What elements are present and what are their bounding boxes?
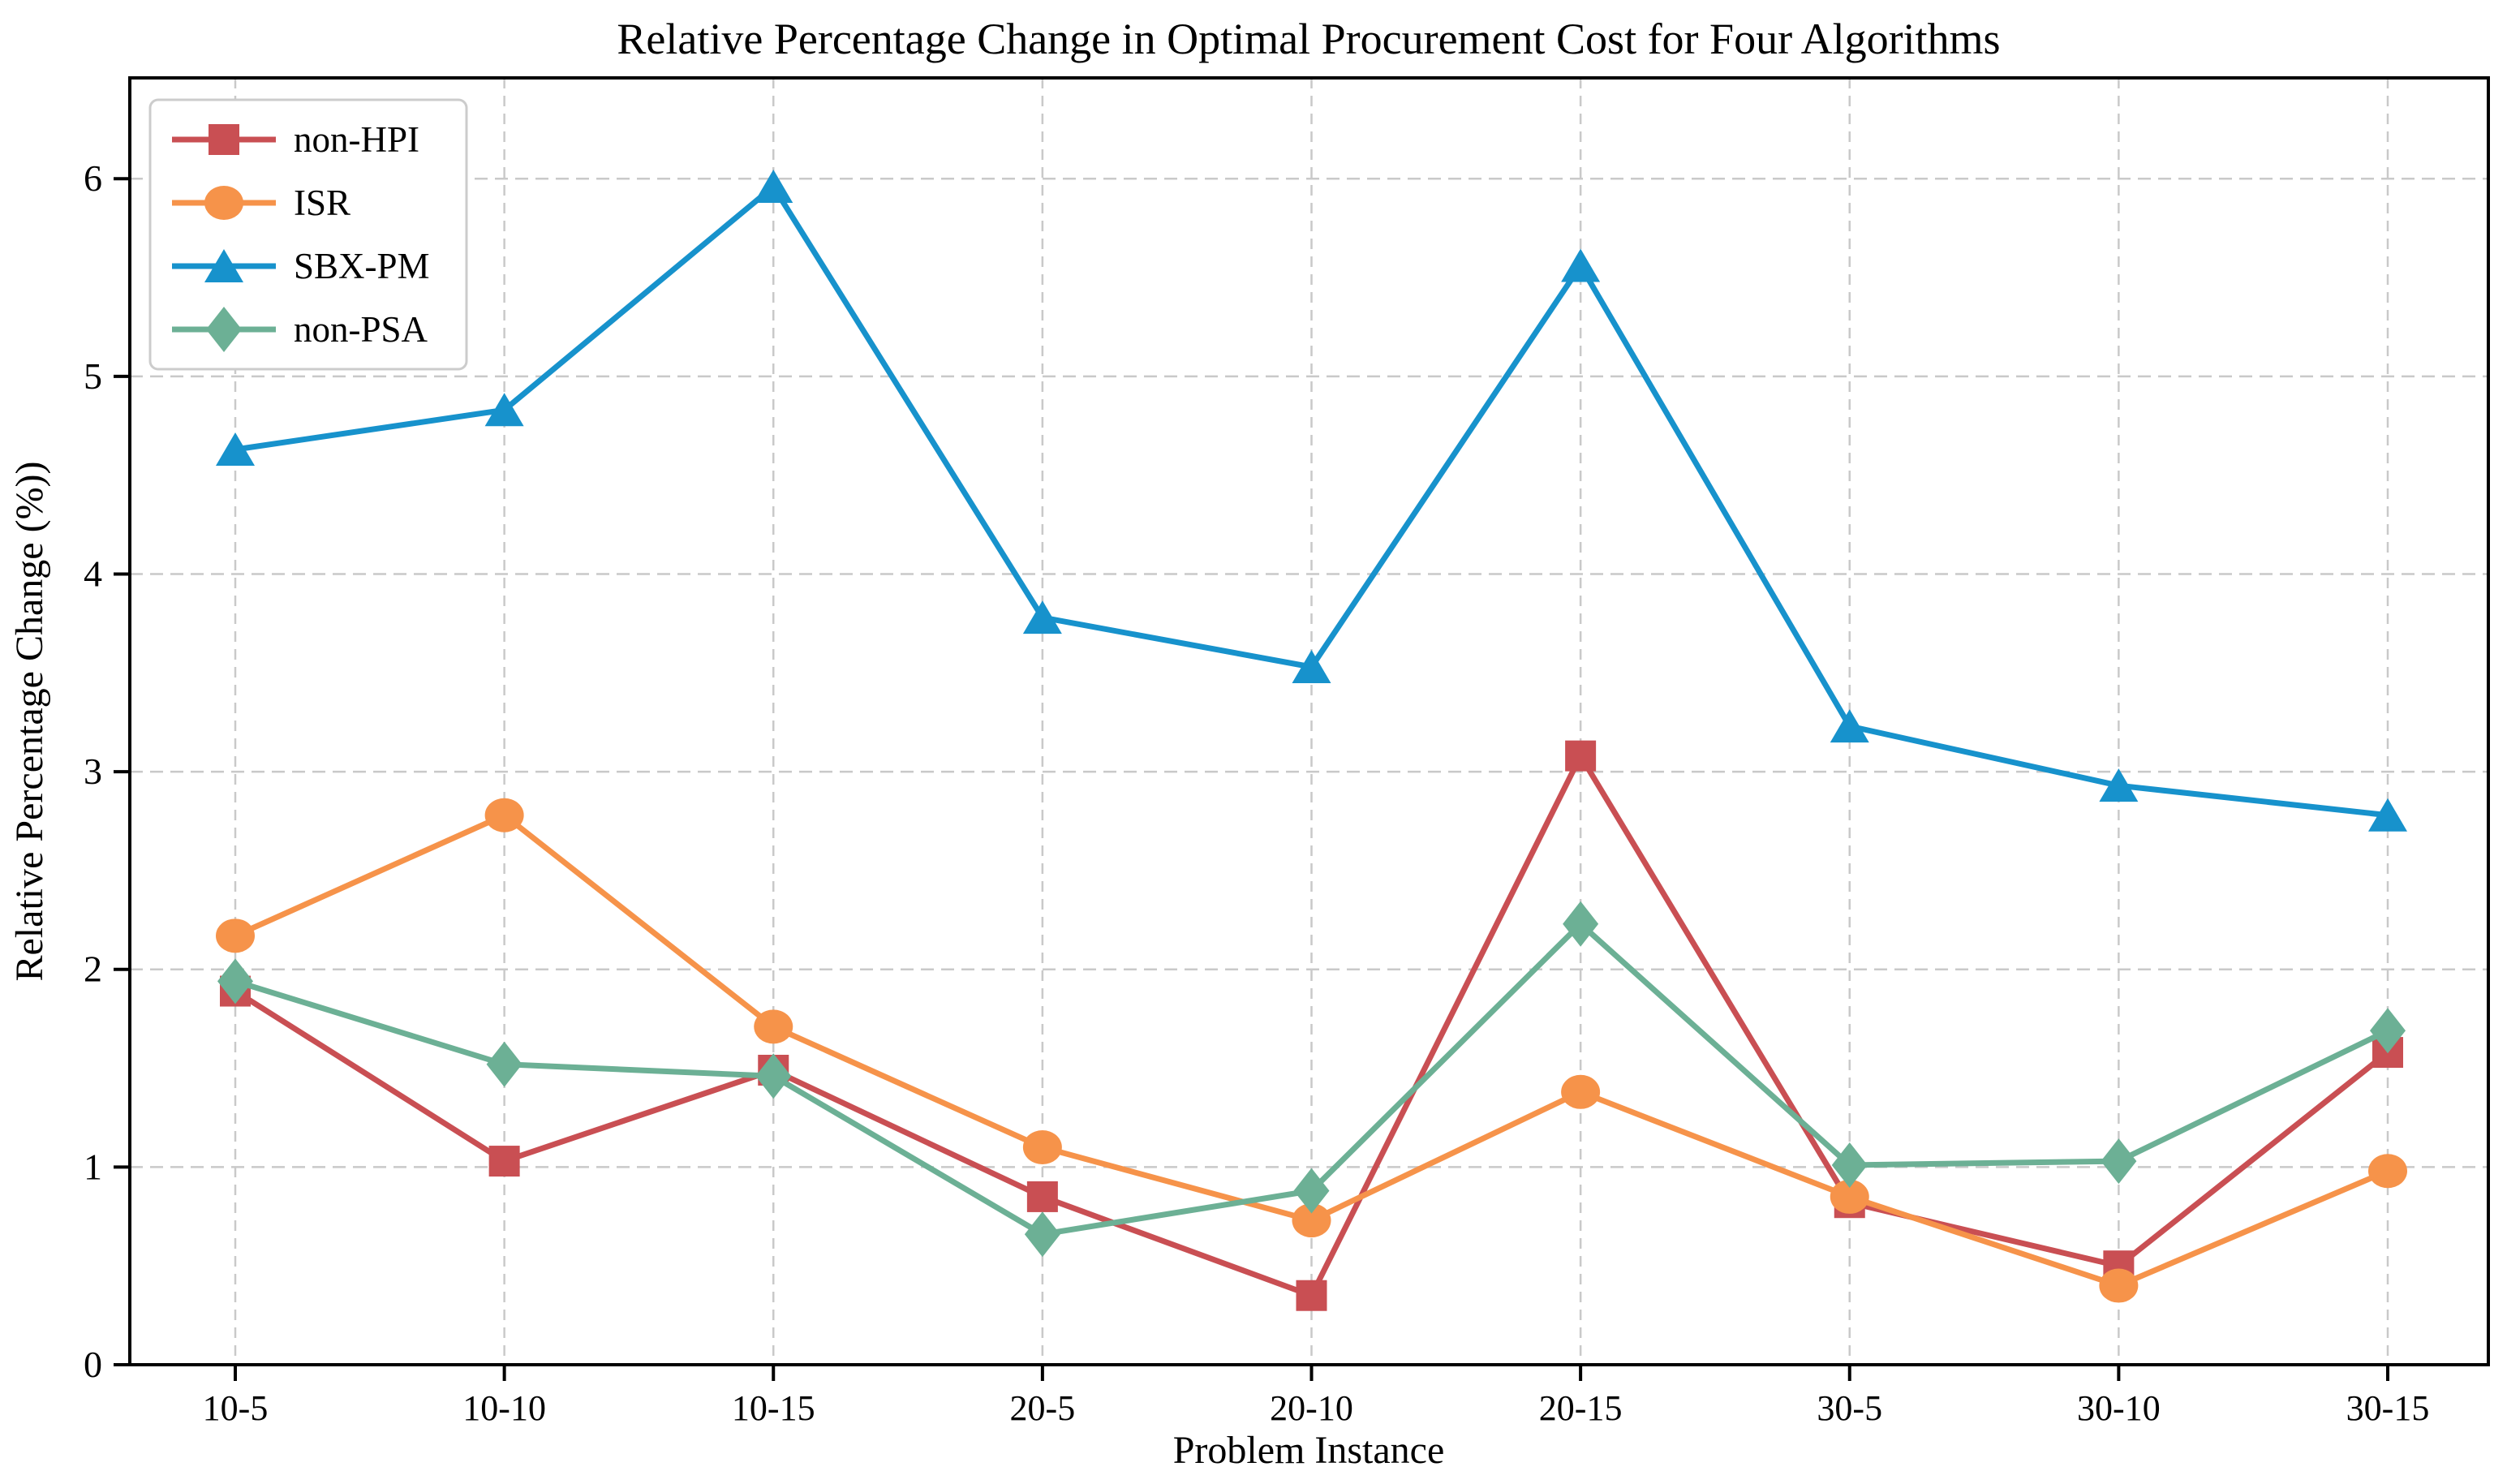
x-tick-label: 20-15	[1539, 1388, 1623, 1428]
legend-box	[148, 98, 468, 371]
marker-circle	[754, 1009, 793, 1044]
marker-circle	[204, 186, 243, 220]
marker-diamond	[2101, 1138, 2137, 1185]
marker-square	[488, 1146, 520, 1177]
data-series	[216, 169, 2407, 1311]
y-tick-label: 5	[84, 355, 102, 397]
marker-diamond	[1831, 1142, 1868, 1188]
series-sbx-pm	[216, 169, 2407, 832]
marker-circle	[2368, 1154, 2407, 1189]
x-axis-label: Problem Instance	[1173, 1429, 1445, 1472]
marker-circle	[2099, 1268, 2139, 1303]
marker-triangle	[2099, 768, 2139, 802]
x-tick-label: 30-5	[1817, 1388, 1882, 1428]
marker-diamond	[755, 1053, 792, 1099]
x-tick-label: 10-10	[462, 1388, 546, 1428]
marker-circle	[1561, 1074, 1601, 1109]
y-tick-label: 1	[84, 1146, 102, 1187]
y-tick-label: 6	[84, 157, 102, 199]
marker-circle	[484, 798, 524, 832]
legend-item: non-HPI	[172, 119, 419, 160]
marker-square	[1026, 1181, 1058, 1212]
legend-label: non-PSA	[294, 309, 428, 350]
marker-circle	[216, 918, 255, 953]
y-tick-label: 3	[84, 751, 102, 792]
marker-square	[1296, 1280, 1327, 1311]
legend-item: non-PSA	[172, 307, 428, 352]
marker-diamond	[217, 958, 253, 1004]
horizontal-gridlines	[130, 177, 2488, 1168]
marker-triangle	[484, 393, 524, 427]
y-tick-label: 2	[84, 948, 102, 990]
marker-square	[209, 124, 239, 155]
y-tick-label: 4	[84, 553, 102, 594]
y-axis-label: Relative Percentage Change (%))	[8, 461, 51, 981]
marker-diamond	[2370, 1008, 2406, 1054]
marker-triangle	[216, 432, 255, 467]
series-non-psa	[217, 901, 2406, 1258]
y-tick-label: 0	[84, 1344, 102, 1385]
legend-item: ISR	[172, 183, 350, 223]
marker-triangle	[1830, 709, 1869, 743]
marker-triangle	[1292, 650, 1331, 684]
legend-item: SBX-PM	[172, 246, 430, 286]
plot-frame	[128, 76, 2490, 1366]
marker-triangle	[204, 249, 243, 282]
marker-circle	[1022, 1130, 1062, 1165]
x-tick-label: 30-15	[2346, 1388, 2430, 1428]
legend-label: non-HPI	[294, 119, 419, 160]
marker-circle	[1830, 1179, 1869, 1214]
x-tick-label: 30-10	[2077, 1388, 2161, 1428]
legend-label: ISR	[294, 183, 350, 223]
tick-labels: 0 1 2 3 4 5 6 10-5 10-10 10-15 20-5 20-10 20-15 30-5 3…	[84, 157, 2429, 1428]
marker-triangle	[754, 169, 793, 203]
marker-circle	[1292, 1203, 1331, 1238]
x-tick-label: 10-15	[732, 1388, 815, 1428]
x-tick-label: 20-10	[1270, 1388, 1353, 1428]
chart-title: Relative Percentage Change in Optimal Pr…	[617, 15, 2000, 63]
marker-diamond	[1024, 1211, 1060, 1258]
marker-diamond	[1293, 1168, 1330, 1214]
marker-triangle	[1022, 600, 1062, 634]
marker-diamond	[206, 307, 242, 352]
marker-triangle	[2368, 798, 2407, 832]
legend-label: SBX-PM	[294, 246, 430, 286]
vertical-gridlines	[234, 78, 2389, 1365]
series-isr	[216, 798, 2407, 1303]
x-tick-label: 20-5	[1010, 1388, 1076, 1428]
x-tick-label: 10-5	[203, 1388, 269, 1428]
marker-triangle	[1561, 248, 1601, 282]
marker-diamond	[1563, 901, 1599, 947]
marker-square	[1565, 740, 1597, 772]
marker-diamond	[486, 1041, 522, 1087]
legend: non-HPI ISR SBX-PM non-PSA	[148, 98, 468, 371]
